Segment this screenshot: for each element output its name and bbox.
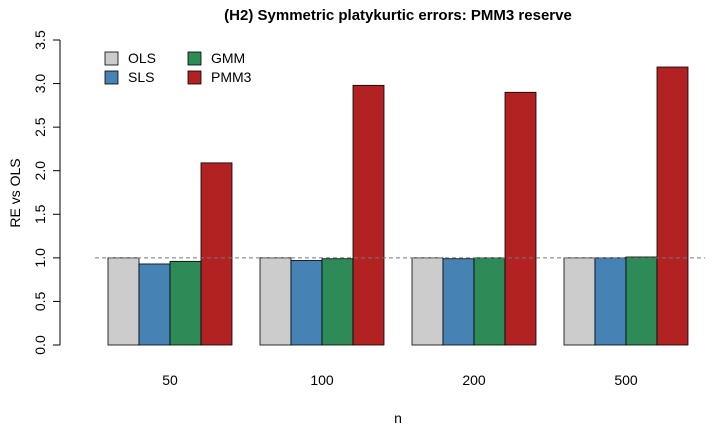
- legend-label: OLS: [128, 50, 156, 66]
- y-tick-label: 2.5: [32, 117, 48, 137]
- y-tick-label: 3.0: [32, 74, 48, 94]
- legend-swatch: [187, 51, 202, 66]
- bar: [107, 257, 140, 346]
- legend-label: GMM: [211, 50, 245, 66]
- bar: [594, 257, 627, 346]
- bar: [625, 256, 658, 346]
- legend-swatch: [104, 70, 119, 85]
- bar: [259, 257, 292, 346]
- bar: [290, 260, 323, 346]
- bar: [321, 258, 354, 346]
- bar: [504, 91, 537, 346]
- bar: [656, 66, 689, 346]
- legend-swatch: [187, 70, 202, 85]
- x-tick-label: 50: [162, 372, 178, 388]
- chart-title: (H2) Symmetric platykurtic errors: PMM3 …: [224, 7, 572, 24]
- bar: [563, 257, 596, 346]
- bar: [442, 258, 475, 346]
- bar: [200, 162, 233, 346]
- y-tick-label: 3.5: [32, 30, 48, 50]
- bar: [473, 257, 506, 346]
- legend-label: PMM3: [211, 69, 252, 85]
- y-tick-label: 1.0: [32, 248, 48, 268]
- bar: [352, 84, 385, 346]
- x-axis-label: n: [394, 410, 402, 426]
- y-tick-label: 0.0: [32, 335, 48, 355]
- x-tick-label: 200: [462, 372, 486, 388]
- x-tick-label: 100: [310, 372, 334, 388]
- y-tick-label: 2.0: [32, 161, 48, 181]
- y-tick-label: 1.5: [32, 204, 48, 224]
- bar: [169, 260, 202, 346]
- y-axis-label: RE vs OLS: [7, 158, 23, 227]
- bar: [411, 257, 444, 346]
- bar: [138, 263, 171, 346]
- y-tick-label: 0.5: [32, 291, 48, 311]
- legend-swatch: [104, 51, 119, 66]
- x-tick-label: 500: [614, 372, 638, 388]
- legend-label: SLS: [128, 69, 154, 85]
